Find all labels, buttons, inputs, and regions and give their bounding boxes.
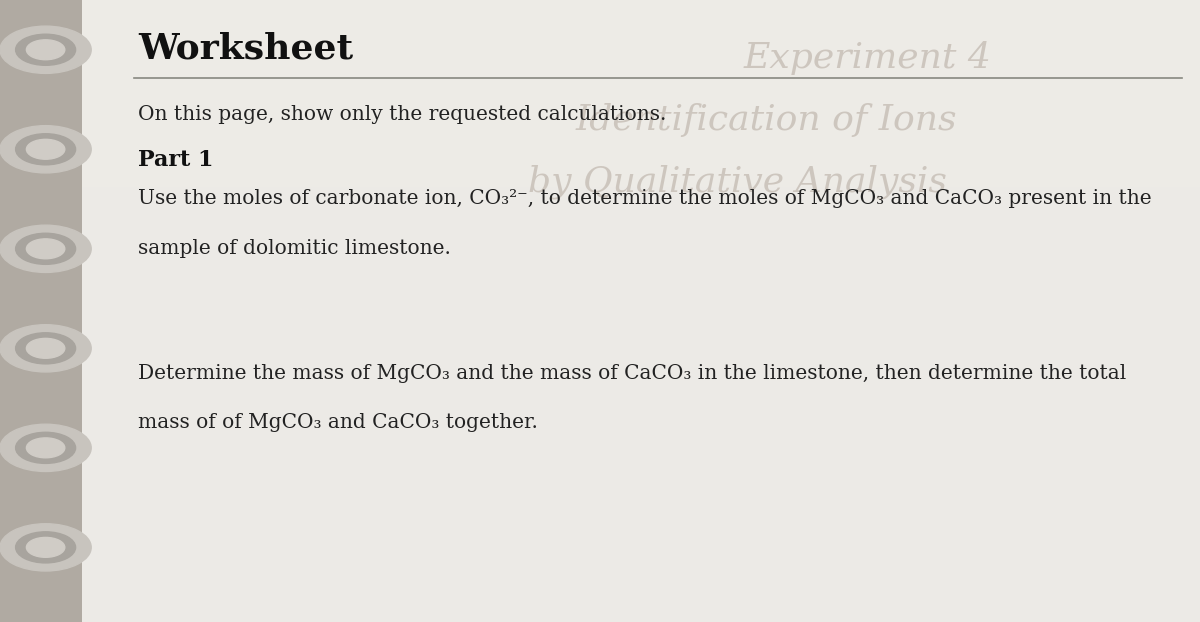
Circle shape	[0, 225, 91, 272]
Circle shape	[0, 424, 91, 471]
Circle shape	[0, 524, 91, 571]
Text: Experiment 4: Experiment 4	[744, 40, 992, 75]
Circle shape	[0, 26, 91, 73]
Circle shape	[16, 34, 76, 65]
Text: by Qualitative Analysis: by Qualitative Analysis	[528, 165, 947, 199]
Circle shape	[16, 432, 76, 463]
Circle shape	[16, 134, 76, 165]
Circle shape	[26, 438, 65, 458]
Text: Determine the mass of MgCO₃ and the mass of CaCO₃ in the limestone, then determi: Determine the mass of MgCO₃ and the mass…	[138, 363, 1127, 383]
Text: Identification of Ions: Identification of Ions	[576, 103, 958, 137]
Circle shape	[26, 537, 65, 557]
Text: Use the moles of carbonate ion, CO₃²⁻, to determine the moles of MgCO₃ and CaCO₃: Use the moles of carbonate ion, CO₃²⁻, t…	[138, 189, 1152, 208]
Circle shape	[0, 126, 91, 173]
FancyBboxPatch shape	[78, 0, 1200, 622]
Text: On this page, show only the requested calculations.: On this page, show only the requested ca…	[138, 105, 666, 124]
FancyBboxPatch shape	[0, 0, 82, 622]
Text: sample of dolomitic limestone.: sample of dolomitic limestone.	[138, 239, 451, 258]
Circle shape	[26, 139, 65, 159]
Text: Worksheet: Worksheet	[138, 31, 353, 65]
Text: mass of of MgCO₃ and CaCO₃ together.: mass of of MgCO₃ and CaCO₃ together.	[138, 413, 538, 432]
Circle shape	[26, 40, 65, 60]
Circle shape	[16, 233, 76, 264]
FancyBboxPatch shape	[78, 0, 1200, 187]
Circle shape	[16, 532, 76, 563]
Circle shape	[16, 333, 76, 364]
Circle shape	[26, 338, 65, 358]
Text: Part 1: Part 1	[138, 149, 214, 171]
Circle shape	[0, 325, 91, 372]
Circle shape	[26, 239, 65, 259]
